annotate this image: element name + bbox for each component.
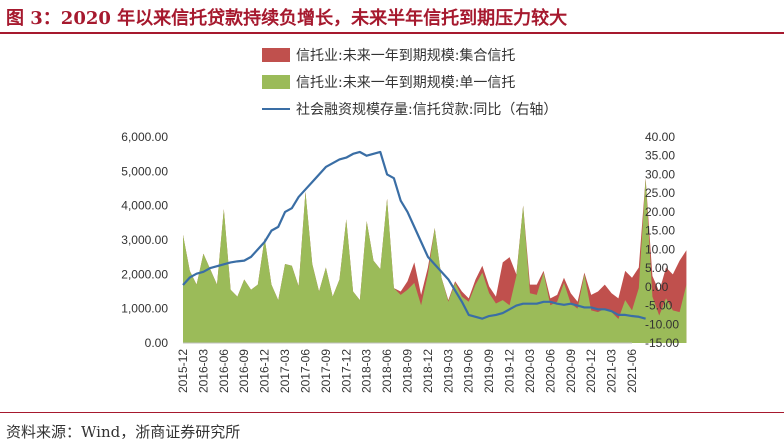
left-axis-tick-label: 2,000.00 xyxy=(121,267,168,281)
x-axis-tick-label: 2017-06 xyxy=(298,349,312,393)
right-axis-tick-label: 15.00 xyxy=(645,224,675,238)
legend-label-trust-loan-yoy: 社会融资规模存量:信托贷款:同比（右轴） xyxy=(296,102,558,118)
left-axis-tick-label: 1,000.00 xyxy=(121,302,168,316)
chart-plot: 0.00 1,000.00 2,000.00 3,000.00 4,000.00 5,00… xyxy=(121,130,687,393)
right-axis-tick-label: -10.00 xyxy=(645,317,679,331)
legend-label-single-trust: 信托业:未来一年到期规模:单一信托 xyxy=(296,75,516,91)
x-axis-tick-label: 2018-09 xyxy=(401,349,415,393)
x-axis-tick-label: 2016-09 xyxy=(237,349,251,393)
right-axis-tick-label: 10.00 xyxy=(645,242,675,256)
chart-line-layer xyxy=(182,150,646,320)
x-axis-tick-label: 2016-06 xyxy=(217,349,231,393)
x-axis-tick-label: 2020-06 xyxy=(543,349,557,393)
left-axis-tick-label: 5,000.00 xyxy=(121,164,168,178)
x-axis-tick-label: 2018-12 xyxy=(421,349,435,393)
left-axis-tick-label: 3,000.00 xyxy=(121,233,168,247)
left-axis-tick-label: 0.00 xyxy=(145,336,169,350)
x-axis-tick-label: 2021-03 xyxy=(605,349,619,393)
x-axis-tick-label: 2017-12 xyxy=(339,349,353,393)
chart-axes: 0.00 1,000.00 2,000.00 3,000.00 4,000.00 5,00… xyxy=(121,130,679,393)
right-axis-tick-label: 5.00 xyxy=(645,261,669,275)
left-axis-tick-label: 4,000.00 xyxy=(121,199,168,213)
right-axis-tick-label: -5.00 xyxy=(645,299,673,313)
legend-swatch-collective-trust xyxy=(262,48,290,62)
right-axis-tick-label: 0.00 xyxy=(645,280,669,294)
x-axis-tick-label: 2021-06 xyxy=(625,349,639,393)
x-axis-tick-label: 2015-12 xyxy=(176,349,190,393)
line-trust-loan-yoy xyxy=(182,150,646,320)
right-axis-tick-label: 25.00 xyxy=(645,186,675,200)
x-axis-tick-label: 2017-03 xyxy=(278,349,292,393)
figure-title-bar: 图 3：2020 年以来信托贷款持续负增长，未来半年信托到期压力较大 xyxy=(0,0,784,34)
x-axis-tick-label: 2019-06 xyxy=(462,349,476,393)
chart-areas xyxy=(183,178,687,343)
x-axis-tick-label: 2020-03 xyxy=(523,349,537,393)
legend-swatch-trust-loan-yoy xyxy=(262,108,290,110)
right-axis-tick-label: 40.00 xyxy=(645,130,675,144)
x-axis-tick-label: 2018-03 xyxy=(360,349,374,393)
left-axis-tick-label: 6,000.00 xyxy=(121,130,168,144)
source-note: 资料来源：Wind，浙商证券研究所 xyxy=(6,423,241,441)
x-axis-tick-label: 2020-12 xyxy=(584,349,598,393)
source-bar: 资料来源：Wind，浙商证券研究所 xyxy=(0,412,784,447)
right-axis-tick-label: 20.00 xyxy=(645,205,675,219)
x-axis-tick-label: 2019-03 xyxy=(441,349,455,393)
x-axis-tick-label: 2017-09 xyxy=(319,349,333,393)
legend-swatch-single-trust xyxy=(262,75,290,89)
right-axis-tick-label: 35.00 xyxy=(645,149,675,163)
x-axis-tick-label: 2020-09 xyxy=(564,349,578,393)
area-single-trust xyxy=(183,178,687,343)
legend-label-collective-trust: 信托业:未来一年到期规模:集合信托 xyxy=(296,48,516,64)
x-axis-tick-label: 2019-12 xyxy=(503,349,517,393)
right-axis-tick-label: -15.00 xyxy=(645,336,679,350)
x-axis-tick-label: 2019-09 xyxy=(482,349,496,393)
x-axis-tick-label: 2016-03 xyxy=(196,349,210,393)
right-axis-tick-label: 30.00 xyxy=(645,167,675,181)
figure-title: 图 3：2020 年以来信托贷款持续负增长，未来半年信托到期压力较大 xyxy=(6,8,568,29)
x-axis-tick-label: 2016-12 xyxy=(258,349,272,393)
x-axis-tick-label: 2018-06 xyxy=(380,349,394,393)
